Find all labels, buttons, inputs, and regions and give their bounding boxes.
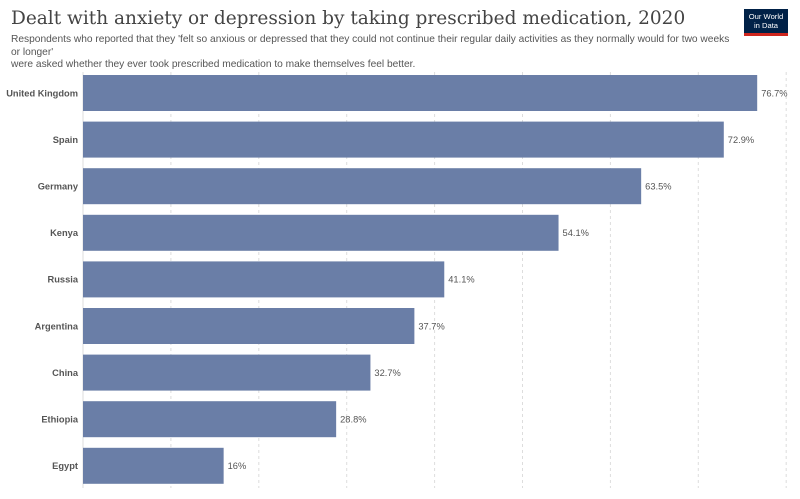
bars — [83, 75, 758, 484]
bar[interactable] — [83, 447, 224, 484]
category-label: Egypt — [52, 461, 78, 471]
category-label: China — [52, 368, 79, 378]
value-label: 76.7% — [761, 88, 787, 98]
value-label: 37.7% — [418, 321, 444, 331]
bar[interactable] — [83, 75, 758, 111]
category-label: United Kingdom — [6, 88, 78, 98]
category-label: Ethiopia — [41, 415, 78, 425]
category-labels: United Kingdom Spain Germany Kenya Russia Arg… — [6, 88, 79, 471]
chart-subtitle: Respondents who reported that they 'felt… — [11, 34, 731, 72]
bar[interactable] — [83, 354, 371, 391]
bar[interactable] — [83, 214, 559, 251]
bar[interactable] — [83, 401, 337, 438]
category-label: Russia — [48, 275, 79, 285]
bar[interactable] — [83, 168, 642, 205]
value-label: 54.1% — [563, 228, 589, 238]
bar[interactable] — [83, 308, 415, 344]
logo-accent-bar — [744, 33, 788, 36]
value-label: 32.7% — [374, 368, 400, 378]
bar[interactable] — [83, 261, 445, 298]
value-label: 72.9% — [728, 135, 754, 145]
logo-line-1: Our World — [748, 12, 784, 21]
subtitle-line-1: Respondents who reported that they 'felt… — [11, 34, 730, 58]
value-label: 28.8% — [340, 415, 366, 425]
value-label: 16% — [228, 461, 247, 471]
category-label: Spain — [53, 135, 79, 145]
logo-line-2: in Data — [753, 21, 779, 30]
value-label: 63.5% — [645, 182, 671, 192]
subtitle-line-2: were asked whether they ever took prescr… — [11, 59, 416, 70]
category-label: Argentina — [35, 321, 79, 331]
category-label: Germany — [38, 182, 79, 192]
value-label: 41.1% — [448, 275, 474, 285]
bar[interactable] — [83, 121, 724, 158]
value-labels: 76.7% 72.9% 63.5% 54.1% 41.1% 37.7% 32.7% 28.8%… — [228, 88, 788, 471]
category-label: Kenya — [50, 228, 79, 238]
chart-title: Dealt with anxiety or depression by taki… — [11, 8, 686, 29]
our-world-in-data-logo[interactable]: Our World in Data — [744, 9, 788, 36]
